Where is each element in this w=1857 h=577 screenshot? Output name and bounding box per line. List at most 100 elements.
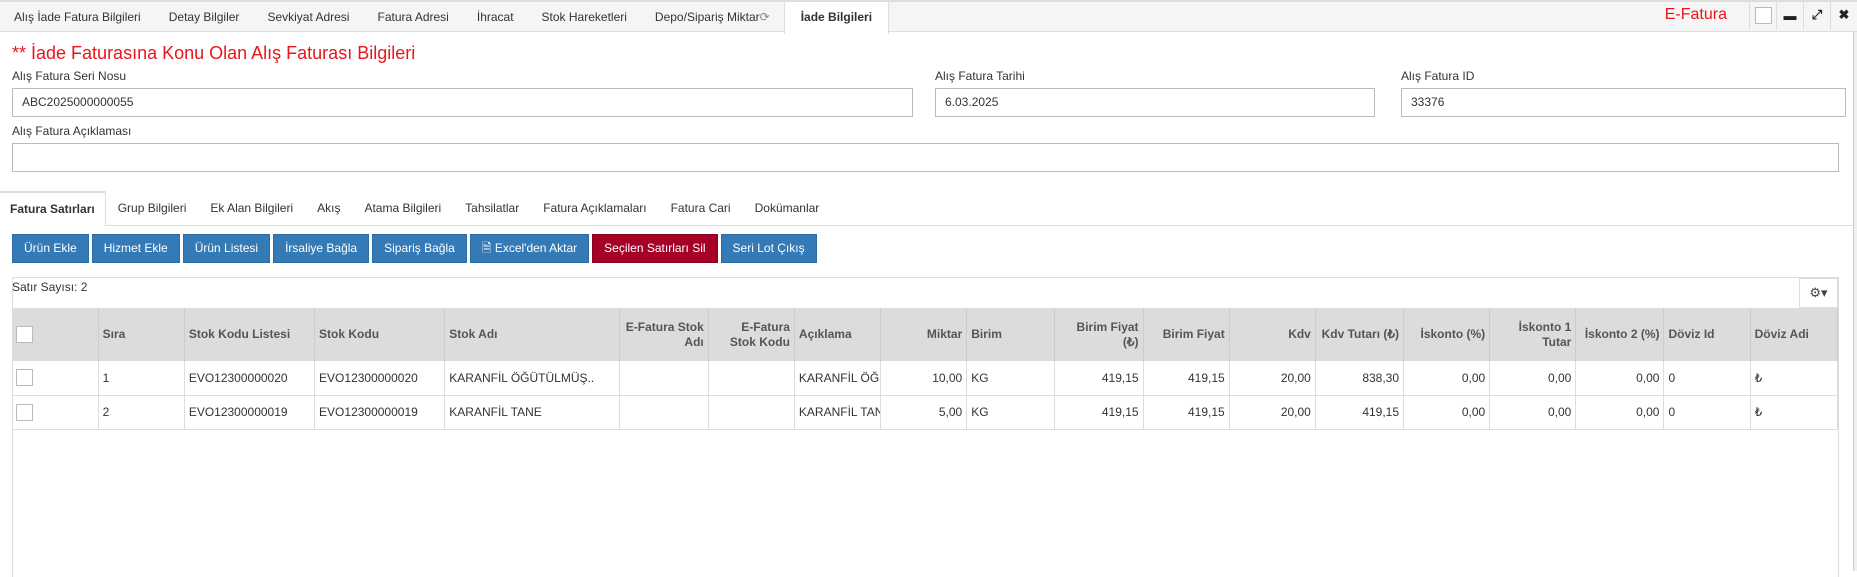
scrollbar[interactable] xyxy=(1853,32,1857,571)
column-header[interactable]: Kdv Tutarı (₺) xyxy=(1315,308,1405,361)
table-cell: KG xyxy=(966,361,1056,396)
table-cell: 0,00 xyxy=(1403,361,1491,396)
table-cell: 1 xyxy=(98,361,185,396)
tab-stok-hareketleri[interactable]: Stok Hareketleri xyxy=(541,10,627,24)
row-select-cell xyxy=(12,395,99,430)
gear-icon: ⚙▾ xyxy=(1809,285,1828,300)
column-header[interactable]: Birim Fiyat (₺) xyxy=(1054,308,1144,361)
table-cell: 2 xyxy=(98,395,185,430)
inner-tab-bar: Fatura Satırları Grup Bilgileri Ek Alan … xyxy=(0,191,1853,226)
table-header: Sıra Stok Kodu Listesi Stok Kodu Stok Adı E-… xyxy=(12,308,1839,361)
window-controls: ▬ ⤢ ✖ xyxy=(1749,0,1857,30)
column-header[interactable]: Döviz Id xyxy=(1663,308,1751,361)
tab-fatura-adresi[interactable]: Fatura Adresi xyxy=(377,10,449,24)
fatura-id-label: Alış Fatura ID xyxy=(1401,69,1475,83)
grid-settings-button[interactable]: ⚙▾ xyxy=(1799,278,1838,308)
seri-lot-cikis-button[interactable]: Seri Lot Çıkış xyxy=(720,234,817,263)
urun-listesi-button[interactable]: Ürün Listesi xyxy=(182,234,271,263)
minimize-button[interactable]: ▬ xyxy=(1776,0,1803,30)
tab-fatura-aciklamalari[interactable]: Fatura Açıklamaları xyxy=(543,201,647,215)
table-row[interactable]: 2 EVO12300000019 EVO12300000019 KARANFİL TA… xyxy=(12,395,1839,430)
column-header[interactable]: E-Fatura Stok Kodu xyxy=(708,308,795,361)
column-header[interactable]: Birim Fiyat xyxy=(1143,308,1230,361)
table-cell: 5,00 xyxy=(880,395,968,430)
fatura-id-input[interactable]: 33376 xyxy=(1401,88,1846,117)
table-cell: 419,15 xyxy=(1315,395,1405,430)
column-header[interactable]: Kdv xyxy=(1229,308,1316,361)
table-cell: 419,15 xyxy=(1054,395,1144,430)
column-header[interactable]: Stok Kodu Listesi xyxy=(184,308,316,361)
tab-grup-bilgileri[interactable]: Grup Bilgileri xyxy=(117,201,187,215)
table-cell: EVO12300000020 xyxy=(314,361,446,396)
table-cell xyxy=(708,395,795,430)
top-tab-bar: Alış İade Fatura Bilgileri Detay Bilgile… xyxy=(0,0,1857,34)
column-header[interactable]: Açıklama xyxy=(794,308,882,361)
column-header[interactable]: Döviz Adi xyxy=(1750,308,1839,361)
table-cell: EVO12300000020 xyxy=(184,361,316,396)
row-checkbox[interactable] xyxy=(16,369,33,387)
tab-atama-bilgileri[interactable]: Atama Bilgileri xyxy=(364,201,442,215)
table-cell: KG xyxy=(966,395,1056,430)
checkbox-button[interactable] xyxy=(1749,0,1776,30)
column-header[interactable]: Sıra xyxy=(98,308,185,361)
table-cell: EVO12300000019 xyxy=(314,395,446,430)
tab-fatura-cari[interactable]: Fatura Cari xyxy=(670,201,731,215)
table-cell: 419,15 xyxy=(1143,395,1230,430)
table-cell: 0,00 xyxy=(1489,361,1577,396)
excelden-aktar-button[interactable]: 🗎 Excel'den Aktar xyxy=(469,234,590,263)
row-checkbox[interactable] xyxy=(16,403,33,421)
table-cell: ₺ xyxy=(1750,395,1839,430)
tarih-input[interactable]: 6.03.2025 xyxy=(935,88,1375,117)
window-title: E-Fatura xyxy=(1664,6,1727,23)
table-cell: EVO12300000019 xyxy=(184,395,316,430)
urun-ekle-button[interactable]: Ürün Ekle xyxy=(12,234,89,263)
select-all-cell xyxy=(12,308,99,361)
tab-label: Depo/Sipariş Miktar xyxy=(654,10,760,24)
column-header[interactable]: Miktar xyxy=(880,308,968,361)
secilen-satirlari-sil-button[interactable]: Seçilen Satırları Sil xyxy=(592,234,718,263)
table-cell xyxy=(619,361,709,396)
aciklama-input[interactable] xyxy=(12,143,1839,172)
tab-akis[interactable]: Akış xyxy=(317,201,341,215)
column-header[interactable]: İskonto (%) xyxy=(1403,308,1491,361)
column-header[interactable]: İskonto 1 Tutar xyxy=(1489,308,1577,361)
table-row[interactable]: 1 EVO12300000020 EVO12300000020 KARANFİL ÖĞ… xyxy=(12,361,1839,396)
expand-icon: ⤢ xyxy=(1811,7,1823,22)
table-cell: ₺ xyxy=(1750,361,1839,396)
tab-dokumanlar[interactable]: Dokümanlar xyxy=(754,201,820,215)
tarih-label: Alış Fatura Tarihi xyxy=(935,69,1025,83)
tab-depo-siparis-miktar[interactable]: Depo/Sipariş Miktar⟳ xyxy=(641,2,784,31)
aciklama-label: Alış Fatura Açıklaması xyxy=(12,124,132,138)
tab-ihracat[interactable]: İhracat xyxy=(476,10,514,24)
select-all-checkbox[interactable] xyxy=(16,326,33,343)
tab-fatura-satirlari[interactable]: Fatura Satırları xyxy=(0,191,106,226)
seri-no-input[interactable]: ABC2025000000055 xyxy=(12,88,913,117)
seri-no-label: Alış Fatura Seri Nosu xyxy=(12,69,127,83)
column-header[interactable]: Stok Kodu xyxy=(314,308,446,361)
column-header[interactable]: Birim xyxy=(966,308,1056,361)
column-header[interactable]: E-Fatura Stok Adı xyxy=(619,308,709,361)
table-cell: KARANFİL TANE xyxy=(444,395,620,430)
irsaliye-bagla-button[interactable]: İrsaliye Bağla xyxy=(273,234,370,263)
table-cell: KARANFİL ÖĞÜTÜLMÜŞ xyxy=(794,361,882,396)
close-button[interactable]: ✖ xyxy=(1830,0,1857,30)
column-header[interactable]: İskonto 2 (%) xyxy=(1575,308,1665,361)
tab-alis-iade-fatura-bilgileri[interactable]: Alış İade Fatura Bilgileri xyxy=(14,10,141,24)
tab-ek-alan-bilgileri[interactable]: Ek Alan Bilgileri xyxy=(210,201,294,215)
siparis-bagla-button[interactable]: Sipariş Bağla xyxy=(372,234,467,263)
table-cell: 20,00 xyxy=(1229,361,1316,396)
table-cell: KARANFİL ÖĞÜTÜLMÜŞ.. xyxy=(444,361,620,396)
tab-detay-bilgiler[interactable]: Detay Bilgiler xyxy=(168,10,240,24)
table-cell: 0,00 xyxy=(1575,361,1665,396)
tab-tahsilatlar[interactable]: Tahsilatlar xyxy=(465,201,520,215)
close-icon: ✖ xyxy=(1838,7,1850,22)
tab-iade-bilgileri[interactable]: İade Bilgileri xyxy=(783,2,890,34)
refresh-icon: ⟳ xyxy=(759,10,770,24)
maximize-button[interactable]: ⤢ xyxy=(1803,0,1830,30)
table-cell xyxy=(619,395,709,430)
tab-sevkiyat-adresi[interactable]: Sevkiyat Adresi xyxy=(267,10,350,24)
excel-icon: 🗎 xyxy=(481,241,492,255)
hizmet-ekle-button[interactable]: Hizmet Ekle xyxy=(91,234,180,263)
column-header[interactable]: Stok Adı xyxy=(444,308,620,361)
minus-icon: ▬ xyxy=(1783,7,1797,23)
